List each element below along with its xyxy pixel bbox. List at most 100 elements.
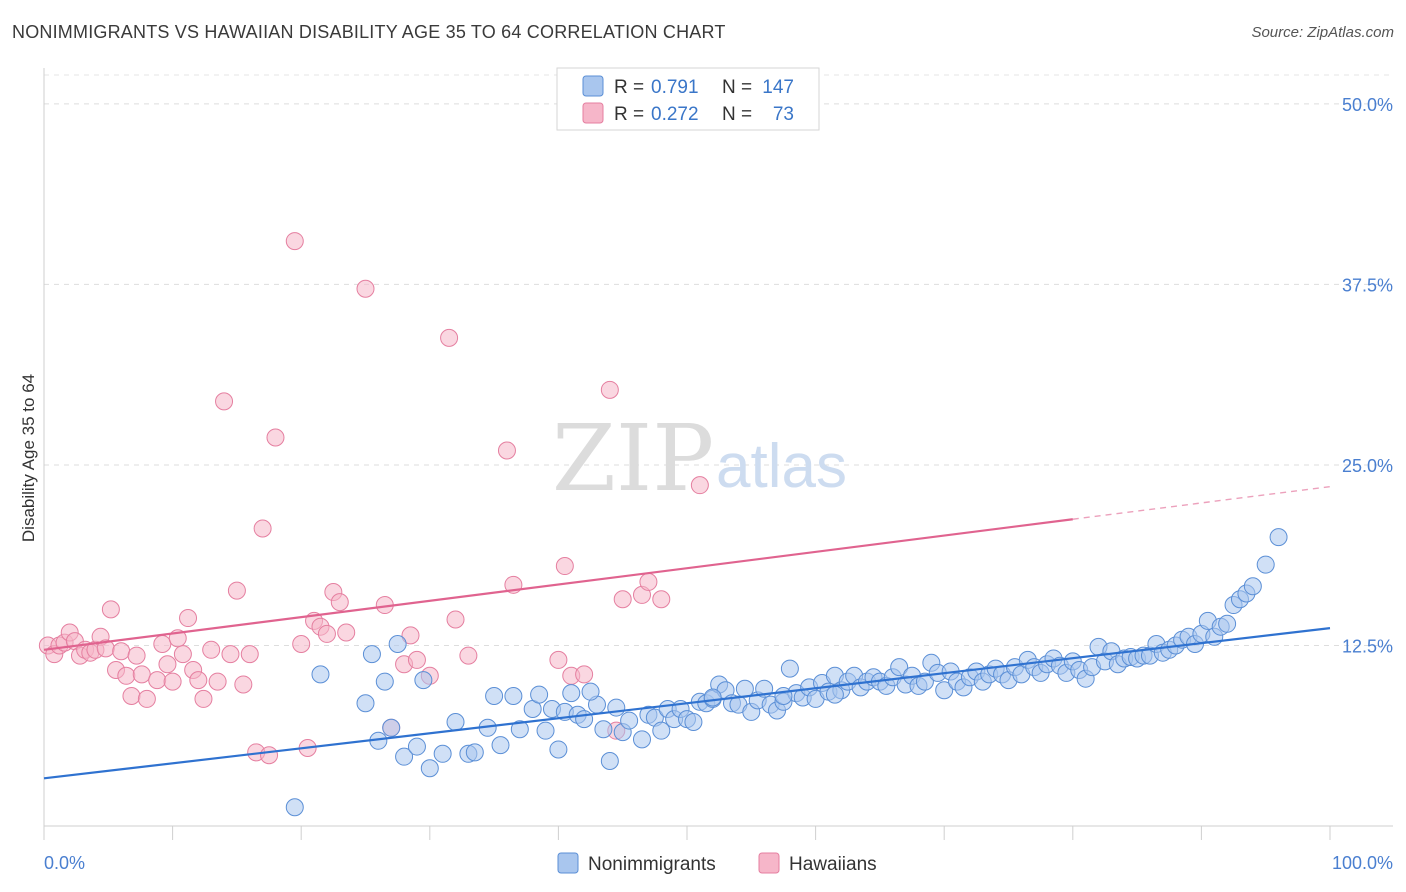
nonimmigrants-point <box>620 711 639 730</box>
hawaiians-point <box>148 671 167 690</box>
nonimmigrants-point <box>825 685 844 704</box>
legend-series: Nonimmigrants Hawaiians <box>557 852 877 875</box>
nonimmigrants-point <box>935 681 954 700</box>
hawaiians-point <box>253 519 272 538</box>
watermark-zip: ZIP <box>552 405 714 512</box>
y-tick-label: 50.0% <box>1342 95 1393 115</box>
legend-r-label-pink: R = <box>614 104 644 125</box>
hawaiians-point <box>163 672 182 691</box>
hawaiians-point <box>266 428 285 447</box>
nonimmigrants-point <box>703 688 722 707</box>
nonimmigrants-point <box>780 659 799 678</box>
nonimmigrants-point <box>504 687 523 706</box>
nonimmigrants-point <box>774 687 793 706</box>
nonimmigrants-point <box>382 718 401 737</box>
hawaiians-point <box>132 665 151 684</box>
legend-stats-swatch-pink <box>582 102 604 124</box>
nonimmigrants-point <box>311 665 330 684</box>
nonimmigrants-point <box>362 645 381 664</box>
nonimmigrants-point <box>594 720 613 739</box>
nonimmigrants-point <box>375 672 394 691</box>
nonimmigrants-point <box>433 744 452 763</box>
hawaiians-point <box>600 380 619 399</box>
nonimmigrants-point <box>407 737 426 756</box>
hawaiians-point <box>227 581 246 600</box>
nonimmigrants-point <box>536 721 555 740</box>
hawaiians-point <box>221 645 240 664</box>
hawaiians-point <box>260 746 279 765</box>
nonimmigrants-point <box>600 752 619 771</box>
hawaiians-point <box>549 650 568 669</box>
nonimmigrants-point <box>395 747 414 766</box>
nonimmigrants-point <box>890 658 909 677</box>
nonimmigrants-point <box>549 740 568 759</box>
nonimmigrants-point <box>1256 555 1275 574</box>
legend-n-label-pink: N = <box>722 104 752 125</box>
nonimmigrants-point <box>285 798 304 817</box>
hawaiians-point <box>179 609 198 628</box>
hawaiians-point <box>101 600 120 619</box>
hawaiians-point <box>137 689 156 708</box>
hawaiians-point <box>330 593 349 612</box>
legend-r-value-pink: 0.272 <box>651 104 699 125</box>
hawaiians-point <box>690 476 709 495</box>
y-axis-title: Disability Age 35 to 64 <box>19 374 38 542</box>
y-tick-label: 12.5% <box>1342 636 1393 656</box>
nonimmigrants-point <box>485 687 504 706</box>
legend-n-value-pink: 73 <box>773 104 794 125</box>
nonimmigrants-point <box>607 698 626 717</box>
hawaiians-point <box>112 642 131 661</box>
x-tick-label-max: 100.0% <box>1332 853 1393 873</box>
hawaiians-point <box>652 590 671 609</box>
nonimmigrants-point <box>356 694 375 713</box>
nonimmigrants-point <box>1218 614 1237 633</box>
hawaiians-point <box>459 646 478 665</box>
hawaiians-point <box>292 635 311 654</box>
legend-n-label-blue: N = <box>722 77 752 98</box>
hawaiians-point <box>208 672 227 691</box>
y-tick-labels: 12.5% 25.0% 37.5% 50.0% <box>1342 95 1393 657</box>
nonimmigrants-points <box>285 528 1288 817</box>
x-tick-label-min: 0.0% <box>44 853 85 873</box>
nonimmigrants-point <box>1269 528 1288 547</box>
legend-n-value-blue: 147 <box>762 77 794 98</box>
nonimmigrants-point <box>491 736 510 755</box>
nonimmigrants-point <box>388 635 407 654</box>
nonimmigrants-point <box>632 730 651 749</box>
legend-label-nonimmigrants: Nonimmigrants <box>588 854 716 875</box>
hawaiians-point <box>202 640 221 659</box>
axes <box>43 68 1393 840</box>
nonimmigrants-point <box>652 721 671 740</box>
hawaiians-point <box>215 392 234 411</box>
nonimmigrants-point <box>530 685 549 704</box>
hawaiians-trend-line <box>43 518 1073 651</box>
hawaiians-point <box>497 441 516 460</box>
hawaiians-point <box>194 689 213 708</box>
hawaiians-point <box>173 645 192 664</box>
hawaiians-point <box>189 671 208 690</box>
legend-stats-swatch-blue <box>582 75 604 97</box>
chart-title: NONIMMIGRANTS VS HAWAIIAN DISABILITY AGE… <box>12 22 726 42</box>
nonimmigrants-point <box>414 671 433 690</box>
nonimmigrants-point <box>510 720 529 739</box>
hawaiians-point <box>555 557 574 576</box>
chart-source: Source: ZipAtlas.com <box>1251 24 1394 41</box>
hawaiians-point <box>440 328 459 347</box>
hawaiians-point <box>317 624 336 643</box>
hawaiians-point <box>158 655 177 674</box>
hawaiians-point <box>446 610 465 629</box>
nonimmigrants-point <box>465 743 484 762</box>
legend-swatch-nonimmigrants <box>557 852 579 874</box>
hawaiians-point <box>122 687 141 706</box>
y-tick-label: 25.0% <box>1342 456 1393 476</box>
hawaiians-point <box>401 626 420 645</box>
nonimmigrants-point <box>915 672 934 691</box>
legend-r-label-blue: R = <box>614 77 644 98</box>
hawaiians-point <box>613 590 632 609</box>
watermark-atlas: atlas <box>716 432 847 501</box>
hawaiians-point <box>234 675 253 694</box>
hawaiians-point <box>240 645 259 664</box>
watermark: ZIP atlas <box>552 405 847 512</box>
legend-label-hawaiians: Hawaiians <box>789 854 877 875</box>
